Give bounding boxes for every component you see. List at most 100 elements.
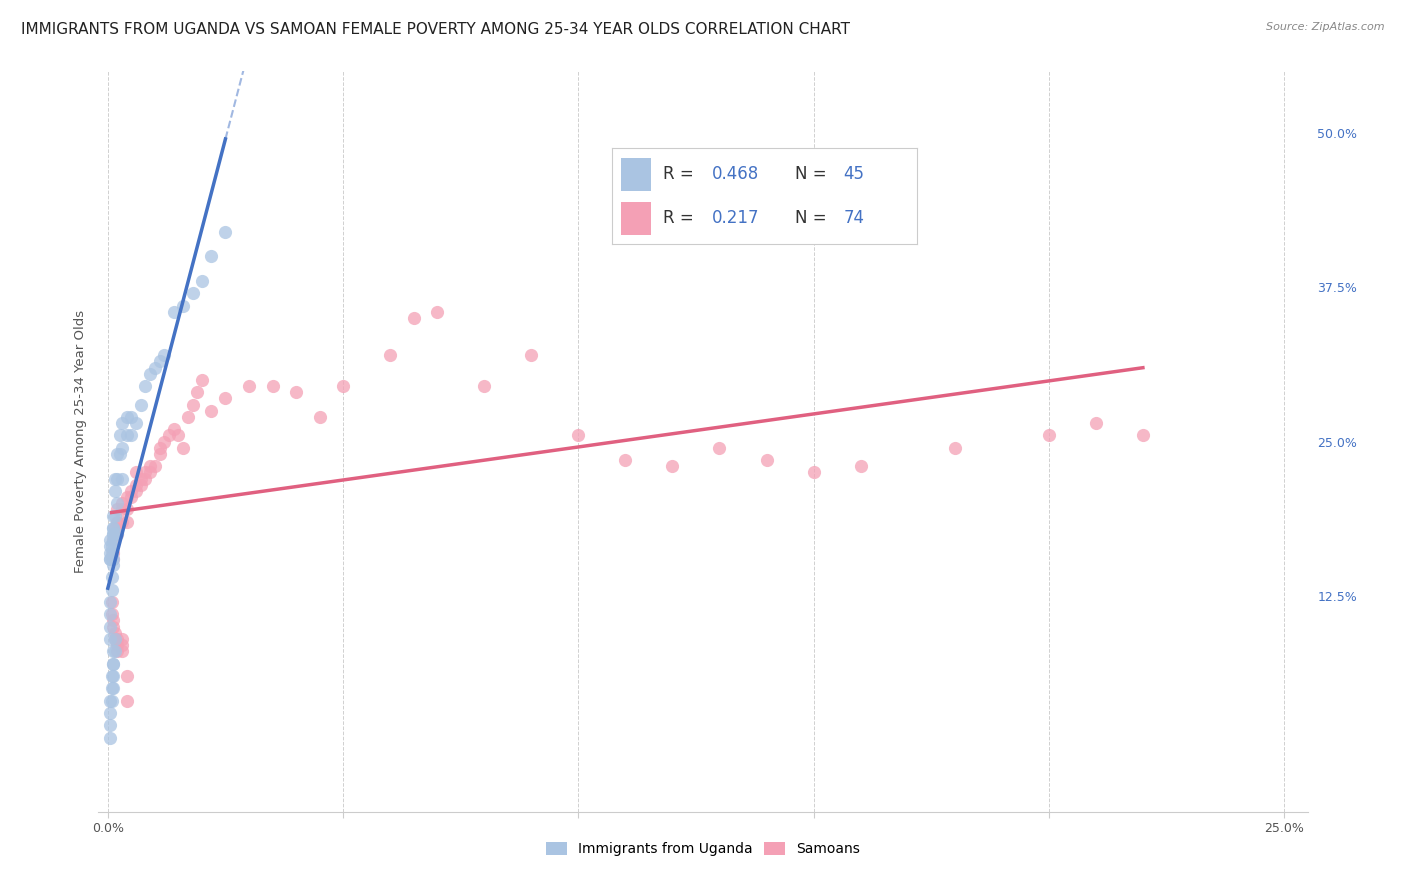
- Text: IMMIGRANTS FROM UGANDA VS SAMOAN FEMALE POVERTY AMONG 25-34 YEAR OLDS CORRELATIO: IMMIGRANTS FROM UGANDA VS SAMOAN FEMALE …: [21, 22, 851, 37]
- Point: [943, 441, 966, 455]
- Point: [172, 441, 194, 455]
- Point: [134, 379, 156, 393]
- Point: [98, 706, 121, 720]
- Point: [181, 286, 204, 301]
- Point: [111, 644, 134, 658]
- Point: [100, 582, 122, 597]
- Point: [98, 595, 121, 609]
- Text: N =: N =: [794, 165, 831, 183]
- Point: [163, 305, 186, 319]
- Point: [200, 403, 222, 417]
- Point: [111, 632, 134, 646]
- Point: [104, 644, 127, 658]
- Point: [755, 453, 778, 467]
- Point: [101, 620, 124, 634]
- Point: [177, 409, 200, 424]
- Point: [101, 551, 124, 566]
- Point: [100, 694, 122, 708]
- Point: [105, 527, 128, 541]
- Point: [614, 453, 637, 467]
- Point: [120, 428, 142, 442]
- Point: [98, 731, 121, 745]
- Point: [153, 348, 176, 362]
- Point: [262, 379, 284, 393]
- Point: [139, 466, 162, 480]
- Point: [100, 570, 122, 584]
- Point: [111, 496, 134, 510]
- Point: [100, 540, 122, 554]
- Point: [111, 515, 134, 529]
- Point: [103, 508, 125, 523]
- Point: [98, 551, 121, 566]
- Point: [111, 472, 134, 486]
- Point: [100, 681, 122, 696]
- Text: N =: N =: [794, 210, 831, 227]
- Text: R =: R =: [664, 165, 699, 183]
- Point: [105, 472, 128, 486]
- Point: [108, 428, 131, 442]
- Point: [105, 515, 128, 529]
- Point: [101, 521, 124, 535]
- Point: [98, 694, 121, 708]
- Point: [100, 669, 122, 683]
- Point: [105, 638, 128, 652]
- Point: [149, 447, 172, 461]
- Point: [115, 409, 138, 424]
- Point: [120, 483, 142, 498]
- Point: [134, 472, 156, 486]
- Point: [125, 483, 148, 498]
- Point: [149, 441, 172, 455]
- Point: [120, 409, 142, 424]
- Point: [709, 441, 731, 455]
- Point: [849, 459, 872, 474]
- Point: [104, 632, 127, 646]
- Point: [378, 348, 401, 362]
- Point: [98, 607, 121, 622]
- Point: [200, 250, 222, 264]
- Point: [332, 379, 354, 393]
- Point: [191, 274, 214, 288]
- Point: [105, 447, 128, 461]
- Point: [105, 644, 128, 658]
- Point: [98, 546, 121, 560]
- Point: [98, 540, 121, 554]
- Point: [100, 595, 122, 609]
- Point: [129, 472, 152, 486]
- Point: [101, 546, 124, 560]
- Point: [100, 551, 122, 566]
- Point: [238, 379, 260, 393]
- Point: [567, 428, 589, 442]
- Point: [115, 515, 138, 529]
- Point: [143, 459, 166, 474]
- Point: [214, 392, 236, 406]
- Point: [520, 348, 543, 362]
- Point: [101, 533, 124, 548]
- Point: [308, 409, 330, 424]
- Point: [143, 360, 166, 375]
- Bar: [621, 158, 651, 191]
- Point: [105, 527, 128, 541]
- Point: [101, 527, 124, 541]
- Point: [103, 681, 125, 696]
- Point: [157, 428, 180, 442]
- Point: [115, 502, 138, 516]
- Point: [108, 447, 131, 461]
- Point: [661, 459, 683, 474]
- Point: [214, 225, 236, 239]
- Point: [101, 551, 124, 566]
- Point: [104, 625, 127, 640]
- Point: [103, 527, 125, 541]
- Point: [104, 483, 127, 498]
- Bar: [621, 202, 651, 235]
- Point: [402, 311, 425, 326]
- Point: [105, 632, 128, 646]
- Point: [191, 373, 214, 387]
- Point: [125, 416, 148, 430]
- Point: [100, 607, 122, 622]
- Point: [98, 533, 121, 548]
- Point: [803, 466, 825, 480]
- Point: [1038, 428, 1060, 442]
- Point: [101, 614, 124, 628]
- Point: [98, 551, 121, 566]
- Point: [104, 521, 127, 535]
